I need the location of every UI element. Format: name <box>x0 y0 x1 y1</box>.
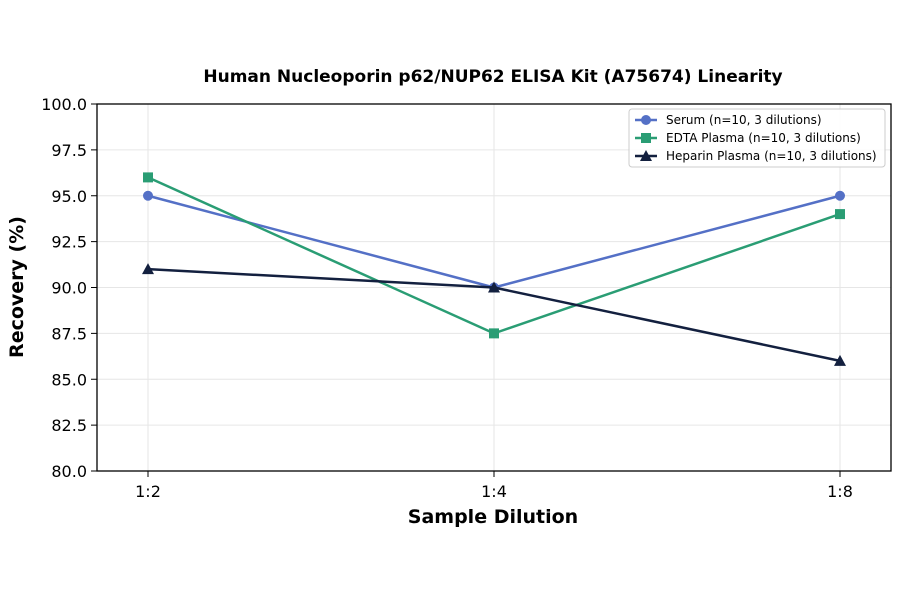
x-tick-label: 1:4 <box>481 482 507 501</box>
y-tick-label: 87.5 <box>51 324 87 343</box>
y-tick-label: 90.0 <box>51 279 87 298</box>
y-tick-label: 97.5 <box>51 141 87 160</box>
y-tick-label: 82.5 <box>51 416 87 435</box>
legend-marker <box>641 115 651 125</box>
data-point <box>488 281 500 293</box>
y-tick-label: 92.5 <box>51 233 87 252</box>
x-axis-ticks: 1:2 1:4 1:8 <box>135 471 853 501</box>
x-tick-label: 1:2 <box>135 482 161 501</box>
y-tick-label: 80.0 <box>51 462 87 481</box>
legend: Serum (n=10, 3 dilutions) EDTA Plasma (n=… <box>628 108 886 168</box>
x-axis-label: Sample Dilution <box>408 506 578 528</box>
data-point <box>835 209 845 220</box>
x-tick-label: 1:8 <box>827 482 853 501</box>
data-point <box>143 172 153 183</box>
y-axis-ticks: 80.0 82.5 85.0 87.5 90.0 92.5 95.0 97.5 100.0 <box>41 95 97 481</box>
y-tick-label: 85.0 <box>51 370 87 389</box>
legend-item: Heparin Plasma (n=10, 3 dilutions) <box>635 149 877 163</box>
data-point <box>142 263 154 275</box>
legend-label: EDTA Plasma (n=10, 3 dilutions) <box>666 131 861 145</box>
series-1 <box>143 172 845 339</box>
legend-label: Heparin Plasma (n=10, 3 dilutions) <box>666 149 877 163</box>
data-point <box>489 328 499 339</box>
y-tick-label: 100.0 <box>41 95 87 114</box>
data-point <box>143 190 153 201</box>
legend-marker <box>640 150 652 161</box>
y-axis-label: Recovery (%) <box>6 216 28 358</box>
y-tick-label: 95.0 <box>51 187 87 206</box>
chart-title: Human Nucleoporin p62/NUP62 ELISA Kit (A… <box>203 67 782 87</box>
legend-label: Serum (n=10, 3 dilutions) <box>666 113 822 127</box>
data-point <box>834 354 846 366</box>
data-point <box>835 190 845 201</box>
legend-marker <box>641 133 651 143</box>
series-layer <box>142 172 846 366</box>
legend-box <box>628 108 886 168</box>
legend-item: EDTA Plasma (n=10, 3 dilutions) <box>635 131 861 145</box>
series-2 <box>142 263 846 366</box>
legend-item: Serum (n=10, 3 dilutions) <box>635 113 822 127</box>
